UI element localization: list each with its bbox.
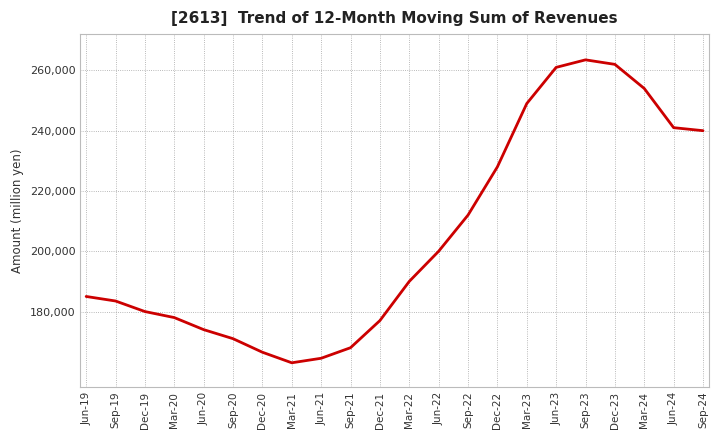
- Title: [2613]  Trend of 12-Month Moving Sum of Revenues: [2613] Trend of 12-Month Moving Sum of R…: [171, 11, 618, 26]
- Y-axis label: Amount (million yen): Amount (million yen): [11, 148, 24, 273]
